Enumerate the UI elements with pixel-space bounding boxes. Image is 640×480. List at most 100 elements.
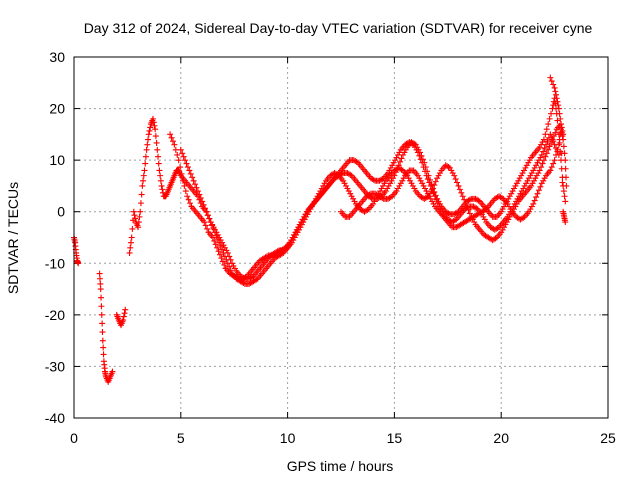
data-point [146,127,153,134]
data-point [410,141,417,148]
data-point [184,193,191,200]
data-point [505,216,512,223]
data-point [382,188,389,195]
data-point [392,157,399,164]
data-point [288,239,295,246]
data-point [219,258,226,265]
data-point [221,262,228,269]
data-point [194,188,201,195]
data-point [154,146,161,153]
data-point [345,188,352,195]
data-point [381,180,388,187]
data-point [538,180,545,187]
series-track-b [96,270,116,385]
data-point [159,186,166,193]
data-point [388,177,395,184]
data-point [513,180,520,187]
data-point [547,167,554,174]
data-point [156,167,163,174]
data-point [498,194,505,201]
data-point [538,164,545,171]
data-point [217,243,224,250]
data-point [393,154,400,161]
data-point [530,167,537,174]
data-point [502,221,509,228]
data-point [426,179,433,186]
data-point [466,210,473,217]
data-point [525,175,532,182]
data-point [294,229,301,236]
data-point [398,166,405,173]
data-point [520,214,527,221]
data-point [121,310,128,317]
data-point [136,213,143,220]
data-point [99,320,106,327]
data-point [507,206,514,213]
data-point [131,212,138,219]
data-point [206,215,213,222]
data-point [99,329,106,336]
data-point [137,208,144,215]
data-point [396,149,403,156]
data-point [480,213,487,220]
data-point [182,188,189,195]
data-point [223,247,230,254]
data-point [144,141,151,148]
data-point [562,165,569,172]
data-point [458,189,465,196]
data-point [499,206,506,213]
data-point [97,280,104,287]
data-point [379,194,386,201]
data-point [436,170,443,177]
data-point [537,154,544,161]
data-point [419,180,426,187]
data-point [145,131,152,138]
data-point [552,129,559,136]
data-point [398,155,405,162]
x-axis-label: GPS time / hours [287,458,394,474]
data-point [419,159,426,166]
data-point [545,121,552,128]
data-point [430,200,437,207]
x-tick-label: 25 [600,430,616,446]
data-point [534,159,541,166]
data-point [96,275,103,282]
data-point [522,164,529,171]
x-tick-label: 10 [280,430,296,446]
data-point [448,167,455,174]
plot-frame [73,56,609,419]
data-point [555,141,562,148]
data-point [157,177,164,184]
data-point [525,159,532,166]
data-point [503,219,510,226]
data-point [413,146,420,153]
data-point [548,139,555,146]
data-point [97,286,104,293]
data-point [378,185,385,192]
data-point [293,231,300,238]
y-tick-label: 0 [57,204,65,220]
data-point [524,177,531,184]
data-point [75,260,82,267]
data-point [100,344,107,351]
data-point [310,200,317,207]
data-point [142,160,149,167]
data-point [429,198,436,205]
data-point [234,274,241,281]
data-point [187,170,194,177]
data-point [532,175,539,182]
data-point [454,179,461,186]
chart-title: Day 312 of 2024, Sidereal Day-to-day VTE… [84,20,593,36]
y-axis-label: SDTVAR / TECUs [5,182,21,294]
data-point [543,141,550,148]
data-point [556,110,563,117]
data-point [142,153,149,160]
data-point [525,208,532,215]
data-point [202,205,209,212]
data-point [424,190,431,197]
data-point [307,206,314,213]
data-point [196,191,203,198]
data-point [341,180,348,187]
data-point [562,219,569,226]
data-point [560,188,567,195]
